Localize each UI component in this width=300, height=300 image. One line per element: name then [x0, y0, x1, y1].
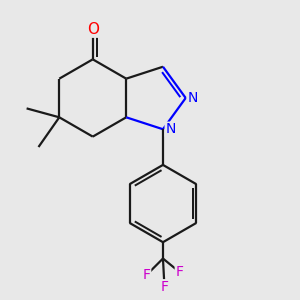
- Text: F: F: [160, 280, 169, 294]
- Text: N: N: [188, 91, 198, 105]
- Text: N: N: [165, 122, 176, 136]
- Text: O: O: [87, 22, 99, 37]
- Text: F: F: [142, 268, 151, 282]
- Text: F: F: [175, 265, 183, 279]
